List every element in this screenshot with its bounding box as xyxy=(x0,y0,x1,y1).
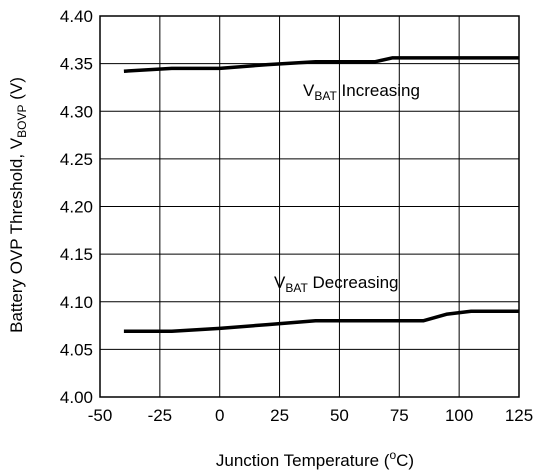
series-line-vbat-increasing xyxy=(123,56,519,73)
y-axis-title: Battery OVP Threshold, VBOVP (V) xyxy=(7,77,29,333)
series-lines xyxy=(123,56,519,334)
annotation-vbat-decreasing: VBAT Decreasing xyxy=(274,273,399,295)
plot-frame xyxy=(99,15,520,398)
x-tick-label: 25 xyxy=(270,406,289,425)
x-tick-labels: -50 -25 0 25 50 75 100 125 xyxy=(88,406,533,425)
y-tick-label: 4.15 xyxy=(60,245,93,264)
y-tick-label: 4.20 xyxy=(60,198,93,217)
y-tick-label: 4.40 xyxy=(60,7,93,26)
annotation-vbat-increasing: VBAT Increasing xyxy=(303,81,420,103)
x-tick-label: 125 xyxy=(505,406,533,425)
x-tick-label: 50 xyxy=(330,406,349,425)
x-tick-label: -50 xyxy=(88,406,113,425)
y-tick-label: 4.25 xyxy=(60,150,93,169)
x-tick-label: -25 xyxy=(148,406,173,425)
x-tick-label: 75 xyxy=(390,406,409,425)
x-axis-title: Junction Temperature (oC) xyxy=(216,448,414,470)
y-tick-labels: 4.00 4.05 4.10 4.15 4.20 4.25 4.30 4.35 4.40 xyxy=(60,7,93,407)
x-tick-label: 100 xyxy=(445,406,473,425)
y-tick-label: 4.35 xyxy=(60,55,93,74)
grid xyxy=(99,15,520,398)
x-tick-label: 0 xyxy=(215,406,224,425)
y-tick-label: 4.05 xyxy=(60,340,93,359)
y-tick-label: 4.00 xyxy=(60,388,93,407)
y-tick-label: 4.10 xyxy=(60,293,93,312)
series-line-vbat-decreasing xyxy=(123,309,519,334)
y-tick-label: 4.30 xyxy=(60,102,93,121)
